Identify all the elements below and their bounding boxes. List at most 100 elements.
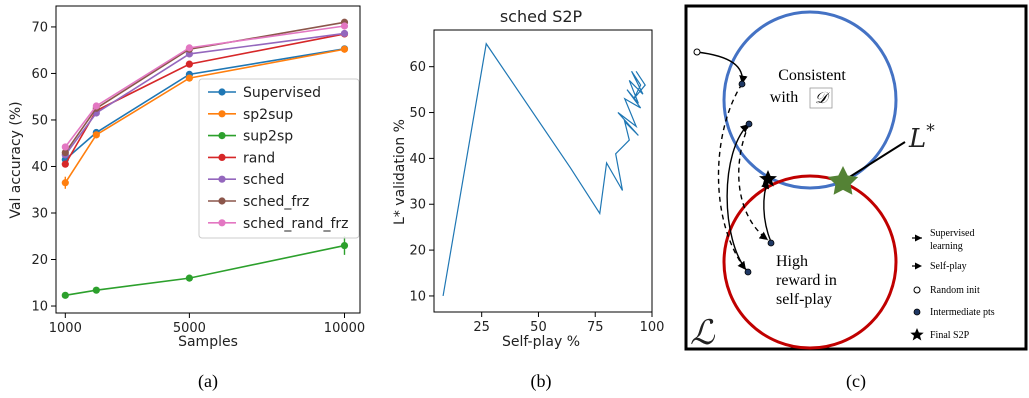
- legend-sched-rand-frz-label: sched_rand_frz: [243, 216, 349, 232]
- panel-b-plot-frame: [433, 29, 653, 313]
- legend-selfplay: Self-play: [930, 261, 967, 272]
- series-sup2sp-point: [92, 286, 100, 294]
- final-s2p-star: [759, 170, 777, 187]
- legend-sp2sup-marker: [218, 110, 226, 118]
- legend-sched-frz-label: sched_frz: [243, 194, 309, 210]
- panel-a-ylabel: Val accuracy (%): [8, 101, 24, 218]
- panel-a-xlabel: Samples: [178, 334, 238, 350]
- intermediate-point-4: [744, 268, 752, 276]
- panel-b-xtick-label: 25: [473, 320, 490, 335]
- legend-sched-frz-marker: [218, 197, 226, 205]
- panel-a-xtick-label: 5000: [173, 321, 206, 336]
- intermediate-point-2: [745, 120, 753, 128]
- series-sched-rand-frz-point: [92, 102, 100, 110]
- series-sched-rand-frz-point: [340, 22, 349, 30]
- panel-b-ytick-label: 30: [409, 198, 426, 213]
- legend-rand-label: rand: [243, 150, 275, 166]
- series-sp2sup-point: [92, 131, 100, 139]
- supervised-arrow-1: [696, 51, 748, 85]
- panel-a-plot-frame: [55, 5, 361, 314]
- legend-final: Final S2P: [930, 330, 970, 341]
- series-rand-line: [64, 33, 345, 165]
- legend-random-init: Random init: [930, 285, 980, 296]
- panel-a-ytick-label: 40: [31, 160, 48, 175]
- dataset-symbol: 𝒟: [815, 90, 831, 107]
- panel-b-series-0: [442, 42, 646, 297]
- series-sched-line: [64, 32, 345, 156]
- panel-b-xtick-label: 100: [640, 320, 665, 335]
- series-sp2sup: [61, 45, 349, 189]
- panel-b-xtick-label: 75: [587, 320, 604, 335]
- series-sp2sup-point: [185, 74, 193, 82]
- series-sp2sup-line: [64, 48, 345, 184]
- diagram-legend: Supervised learning Self-play Random ini…: [910, 228, 995, 341]
- legend-supervised-line2: learning: [930, 241, 963, 252]
- target-star: [827, 166, 859, 195]
- panel-b-xlabel: Self-play %: [502, 334, 580, 350]
- panel-b-series: [442, 42, 646, 297]
- series-sched-rand-frz-point: [61, 143, 69, 151]
- caption-c: (c): [846, 371, 866, 392]
- hypothesis-space-box: [684, 4, 1028, 351]
- legend-sched-label: sched: [243, 172, 284, 188]
- panel-b-xtick-label: 50: [530, 320, 547, 335]
- panel-b-sched-chart: sched S2P 25 50 75 100 10 20 30 40 50 60 Self-pla…: [392, 7, 664, 350]
- caption-a: (a): [198, 371, 218, 392]
- series-sched-rand-frz-point: [185, 44, 193, 52]
- panel-a-legend-box: [198, 78, 360, 239]
- panel-b-ytick-label: 10: [409, 289, 426, 304]
- legend-sup2sp-marker: [218, 132, 226, 140]
- caption-b: (b): [531, 371, 552, 392]
- consistent-label-line1: Consistent: [778, 67, 846, 84]
- legend-rand-marker: [218, 153, 226, 161]
- target-pointer-line: [847, 141, 906, 179]
- series-sup2sp-point: [340, 241, 349, 250]
- reward-label-line3: self-play: [776, 291, 832, 308]
- panel-b-ytick-label: 20: [409, 244, 426, 259]
- panel-b-title: sched S2P: [500, 7, 583, 26]
- series-sched-point: [340, 29, 349, 38]
- reward-label-line1: High: [776, 253, 808, 270]
- series-rand-point: [61, 160, 69, 168]
- legend-intermediate: Intermediate pts: [930, 307, 995, 318]
- panel-a-series: [61, 18, 349, 299]
- supervised-arrow-2: [726, 123, 750, 273]
- panel-b-ylabel: L* validation %: [392, 119, 408, 225]
- panel-b-ytick-label: 50: [409, 106, 426, 121]
- panel-a-ytick-label: 10: [31, 300, 48, 315]
- series-rand-point: [185, 60, 193, 68]
- series-sched-frz-point: [61, 148, 69, 157]
- target-symbol-base: L: [908, 124, 926, 154]
- target-symbol: L*: [908, 121, 935, 154]
- panel-a-ticks: 1000 5000 10000 10 20 30 40 50 60 70: [31, 20, 365, 336]
- legend-supervised-label: Supervised: [243, 85, 321, 101]
- legend-sp2sup-label: sp2sup: [243, 107, 293, 123]
- series-supervised-line: [64, 48, 345, 161]
- panel-b-series-line: [442, 42, 646, 297]
- panel-a-ytick-label: 60: [31, 67, 48, 82]
- series-sp2sup-point: [340, 45, 349, 53]
- legend-random-init-marker: [913, 286, 921, 294]
- series-sp2sup-point: [61, 179, 69, 187]
- target-symbol-superscript: *: [926, 121, 935, 141]
- panel-c-diagram: Consistent with 𝒟 High reward in self-pl…: [684, 4, 1028, 353]
- panel-b-ytick-label: 40: [409, 152, 426, 167]
- supervised-arrow-3: [761, 179, 772, 243]
- series-sup2sp: [61, 236, 349, 299]
- legend-sup2sp-label: sup2sp: [243, 129, 293, 145]
- reward-label-line2: reward in: [776, 272, 837, 289]
- series-sched-rand-frz-line: [64, 25, 345, 148]
- series-sched-rand-frz: [61, 22, 349, 151]
- consistent-region-circle: [722, 10, 898, 190]
- series-sup2sp-line: [65, 244, 345, 297]
- legend-supervised-line1: Supervised: [930, 228, 974, 239]
- intermediate-point-3: [767, 239, 775, 247]
- panel-a-xtick-label: 10000: [324, 321, 365, 336]
- panel-a-ytick-label: 30: [31, 206, 48, 221]
- panel-b-ytick-label: 60: [409, 60, 426, 75]
- legend-sched-rand-frz-marker: [218, 219, 226, 227]
- panel-a-legend: Supervised sp2sup sup2sp rand sched sched_frz…: [198, 78, 360, 239]
- panel-a-ytick-label: 50: [31, 113, 48, 128]
- selfplay-arrow-1: [717, 83, 747, 271]
